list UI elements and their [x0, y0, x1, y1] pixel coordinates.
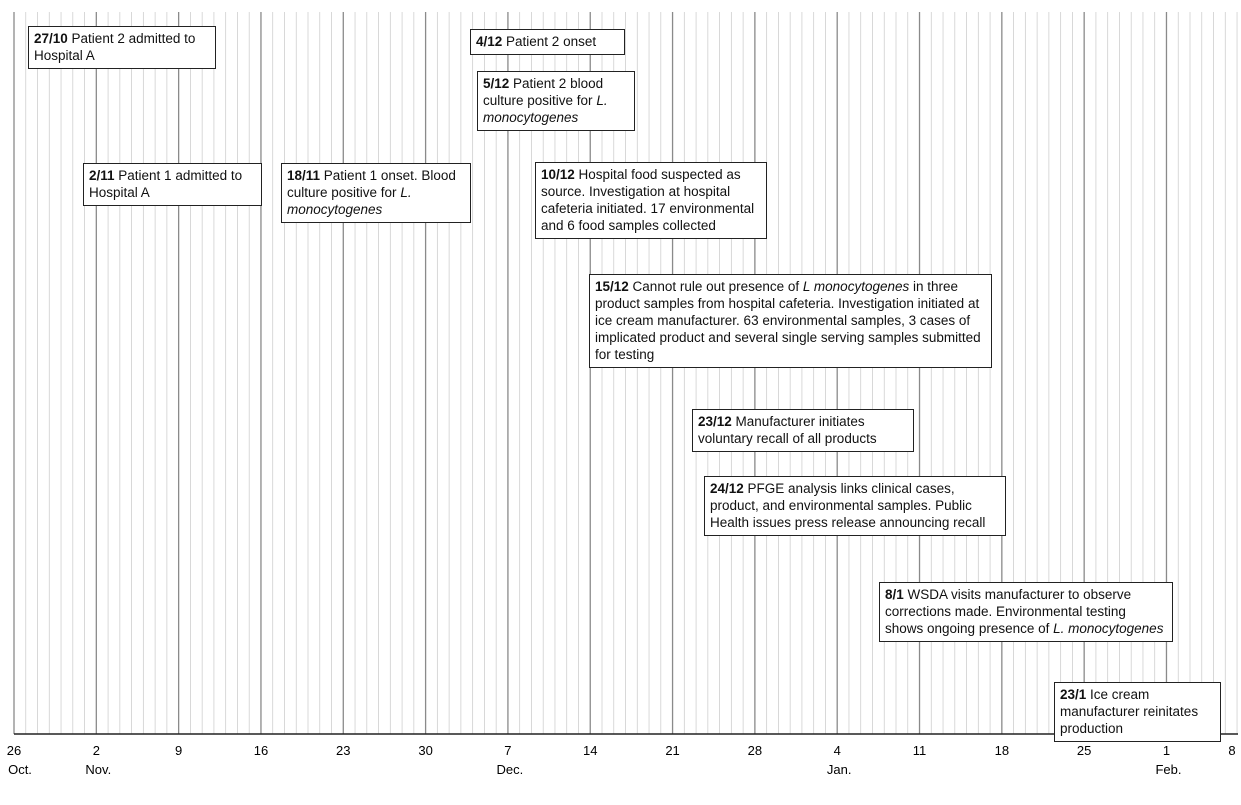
tick-label: 7 [504, 743, 511, 758]
tick-label: 16 [254, 743, 268, 758]
event-27-10: 27/10 Patient 2 admitted to Hospital A [28, 26, 216, 69]
event-4-12: 4/12 Patient 2 onset [470, 29, 625, 55]
event-8-1: 8/1 WSDA visits manufacturer to observe … [879, 582, 1173, 642]
event-10-12: 10/12 Hospital food suspected as source.… [535, 162, 767, 239]
tick-label: 1 [1163, 743, 1170, 758]
grid-lines [13, 12, 1238, 734]
month-label: Oct. [8, 762, 32, 777]
event-23-1: 23/1 Ice cream manufacturer reinitates p… [1054, 682, 1221, 742]
month-label: Jan. [827, 762, 852, 777]
event-24-12: 24/12 PFGE analysis links clinical cases… [704, 476, 1006, 536]
tick-label: 9 [175, 743, 182, 758]
tick-label: 30 [418, 743, 432, 758]
tick-label: 11 [913, 743, 927, 758]
tick-label: 14 [583, 743, 597, 758]
month-label: Nov. [85, 762, 111, 777]
month-label: Feb. [1155, 762, 1181, 777]
event-15-12: 15/12 Cannot rule out presence of L mono… [589, 274, 992, 368]
event-2-11: 2/11 Patient 1 admitted to Hospital A [83, 163, 262, 206]
tick-label: 21 [665, 743, 679, 758]
tick-label: 2 [93, 743, 100, 758]
month-label: Dec. [497, 762, 524, 777]
tick-label: 25 [1077, 743, 1091, 758]
tick-label: 8 [1228, 743, 1235, 758]
tick-label: 4 [834, 743, 841, 758]
event-23-12: 23/12 Manufacturer initiates voluntary r… [692, 409, 914, 452]
tick-label: 26 [7, 743, 21, 758]
event-18-11: 18/11 Patient 1 onset. Blood culture pos… [281, 163, 471, 223]
tick-label: 23 [336, 743, 350, 758]
event-5-12: 5/12 Patient 2 blood culture positive fo… [477, 71, 635, 131]
tick-label: 18 [995, 743, 1009, 758]
tick-label: 28 [748, 743, 762, 758]
